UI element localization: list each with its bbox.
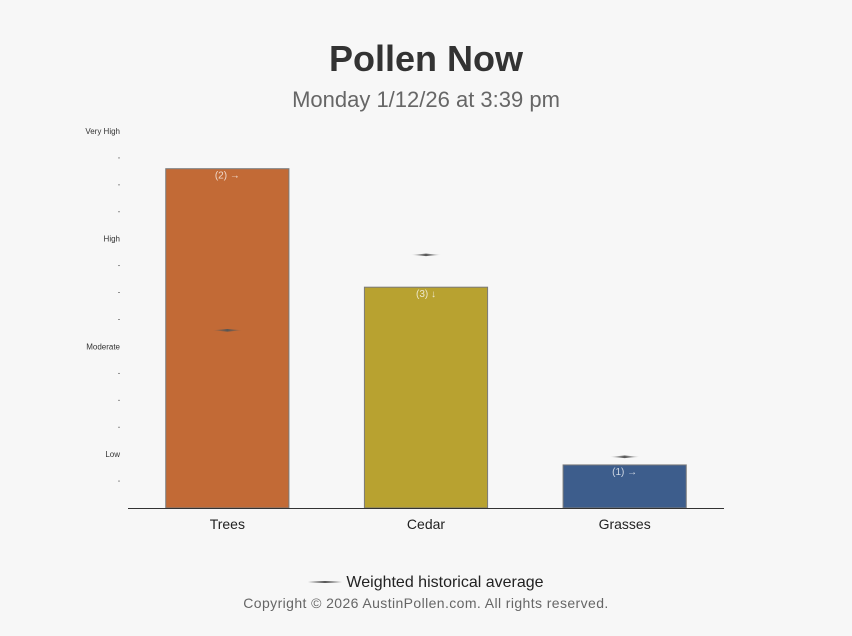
y-level-label-very-high: Very High [85,127,120,136]
copyright-notice: Copyright © 2026 AustinPollen.com. All r… [243,595,609,611]
historical-average-mark-grasses [609,455,640,459]
legend-line-swatch [308,580,343,583]
x-tick-label-grasses: Grasses [599,516,651,532]
timestamp-subtitle: Monday 1/12/26 at 3:39 pm [292,87,560,112]
y-level-label-high: High [104,235,120,244]
x-tick-label-trees: Trees [210,516,245,532]
bar-value-label-cedar: (3) ↓ [416,289,436,300]
historical-average-marks [212,253,640,459]
legend-label: Weighted historical average [346,574,544,591]
legend: Weighted historical average [0,574,852,592]
y-axis: Low Moderate High Very High [85,127,121,482]
bar-cedar[interactable] [363,286,489,509]
y-level-label-low: Low [105,450,120,459]
bar-trees[interactable] [165,168,290,509]
x-axis-labels: Trees Cedar Grasses [210,516,651,532]
historical-average-mark-trees [212,328,243,332]
historical-average-mark-cedar [411,253,441,257]
bars-group: (2) → (3) ↓ (1) → [165,168,687,509]
bar-value-label-grasses: (1) → [612,467,637,478]
y-level-label-moderate: Moderate [86,342,120,351]
x-tick-label-cedar: Cedar [407,516,445,532]
page-title: Pollen Now [328,38,523,79]
bar-value-label-trees: (2) → [215,171,240,182]
